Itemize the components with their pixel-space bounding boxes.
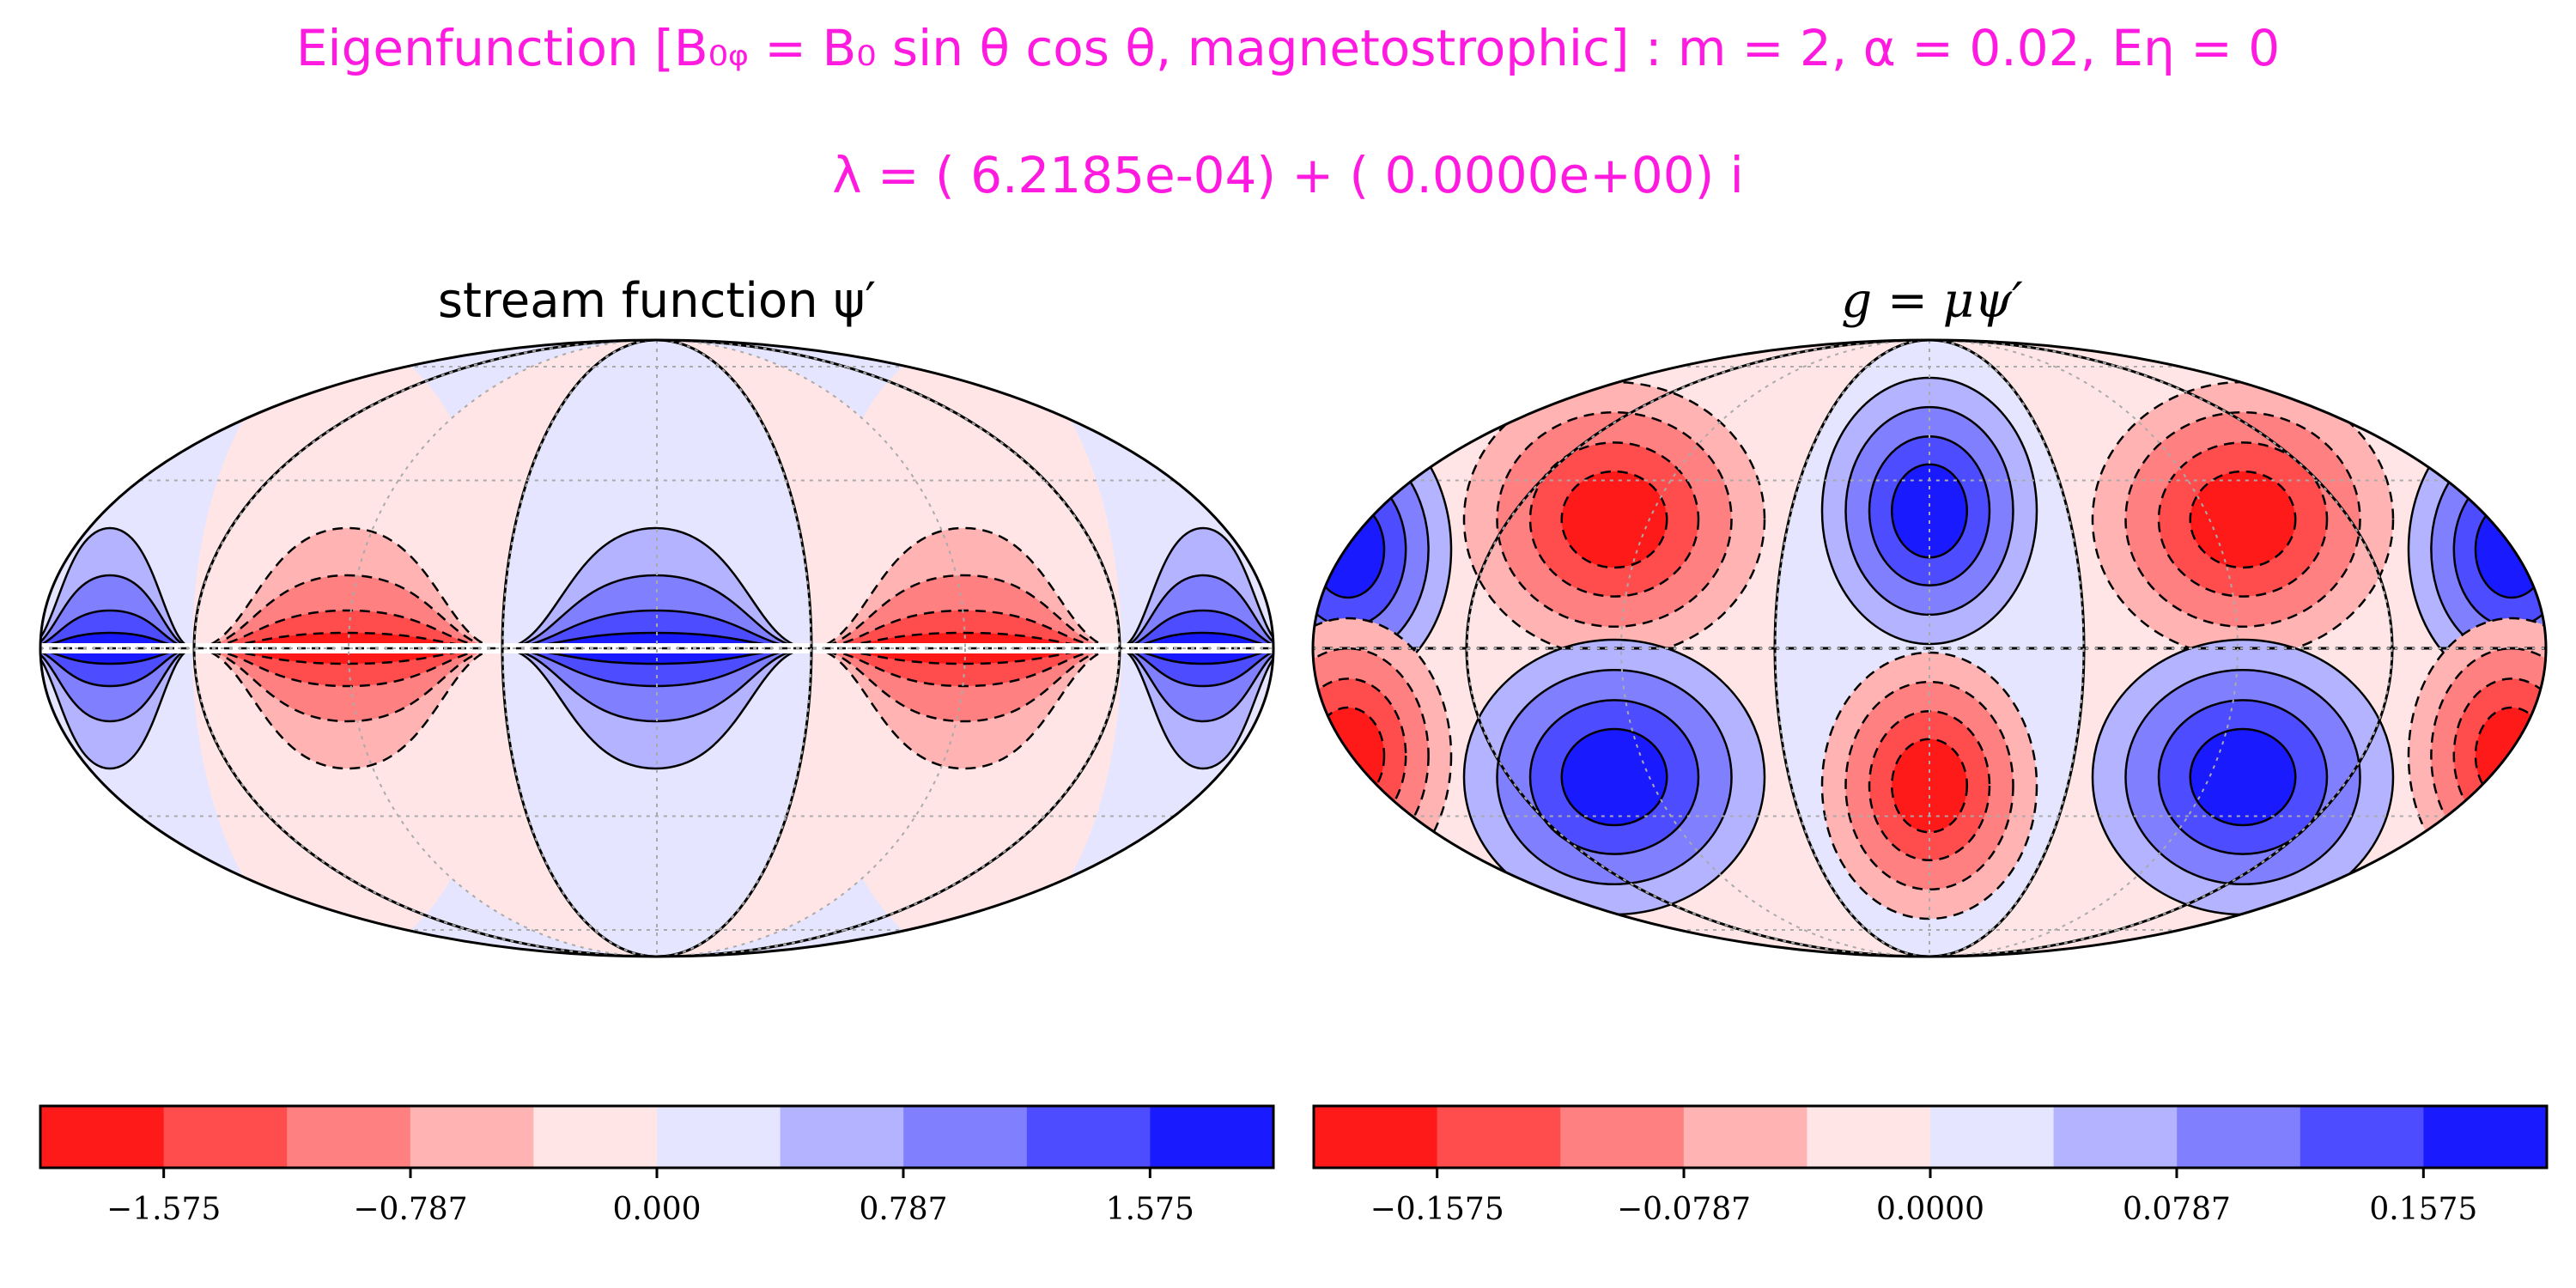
colorbar-bin — [2177, 1106, 2301, 1168]
colorbar-bin — [1930, 1106, 2055, 1168]
colorbar-tick-label: −0.787 — [353, 1192, 467, 1227]
figure-title-line2: λ = ( 6.2185e-04) + ( 0.0000e+00) i — [832, 146, 1744, 204]
colorbar-bin — [1560, 1106, 1685, 1168]
colorbar-tick-label: −0.0787 — [1617, 1192, 1751, 1227]
right-contour-map — [1313, 340, 2546, 957]
colorbar-bin — [410, 1106, 534, 1168]
colorbar-bin — [533, 1106, 658, 1168]
colorbar-bin — [1150, 1106, 1274, 1168]
left-map-outline — [39, 338, 1275, 958]
colorbar-tick-label: 0.1575 — [2369, 1192, 2477, 1227]
right-contour-level — [2452, 677, 2546, 834]
left-contour-map — [40, 340, 1273, 957]
colorbar-tick-label: 1.575 — [1106, 1192, 1194, 1227]
figure-title-line1: Eigenfunction [B₀ᵩ = B₀ sin θ cos θ, mag… — [295, 19, 2281, 77]
colorbar-bin — [1683, 1106, 1807, 1168]
right-contour-level — [1891, 738, 1968, 834]
right-panel-title: g = μψ′ — [1841, 273, 2023, 329]
colorbar-bin — [2300, 1106, 2424, 1168]
right-contour-level — [2474, 706, 2546, 805]
left-colorbar: −1.575 −0.787 0.000 0.787 1.575 — [39, 1104, 1275, 1227]
right-contour-level — [1560, 470, 1668, 569]
colorbar-bin — [1807, 1106, 1931, 1168]
colorbar-bin — [657, 1106, 781, 1168]
colorbar-tick-label: 0.0787 — [2123, 1192, 2231, 1227]
colorbar-bin — [903, 1106, 1028, 1168]
colorbar-bin — [40, 1106, 165, 1168]
colorbar-bin — [1314, 1106, 1438, 1168]
colorbar-bin — [1437, 1106, 1561, 1168]
colorbar-bin — [287, 1106, 411, 1168]
colorbar-tick-label: 0.000 — [612, 1192, 701, 1227]
colorbar-bin — [2053, 1106, 2178, 1168]
colorbar-bin — [1026, 1106, 1151, 1168]
right-contour-level — [1560, 727, 1668, 827]
colorbar-tick-label: −0.1575 — [1370, 1192, 1504, 1227]
right-contour-level — [2189, 470, 2297, 569]
right-contour-level — [1313, 677, 1407, 834]
right-contour-level — [1313, 706, 1386, 805]
colorbar-bin — [780, 1106, 904, 1168]
colorbar-tick-label: −1.575 — [106, 1192, 221, 1227]
colorbar-tick-label: 0.787 — [859, 1192, 947, 1227]
colorbar-tick-label: 0.0000 — [1876, 1192, 1984, 1227]
colorbar-bin — [2423, 1106, 2548, 1168]
right-contour-level — [2189, 727, 2297, 827]
colorbar-bin — [163, 1106, 288, 1168]
right-map-outline — [1311, 338, 2548, 958]
left-panel-title: stream function ψ′ — [437, 273, 877, 329]
right-colorbar: −0.1575 −0.0787 0.0000 0.0787 0.1575 — [1312, 1104, 2549, 1227]
